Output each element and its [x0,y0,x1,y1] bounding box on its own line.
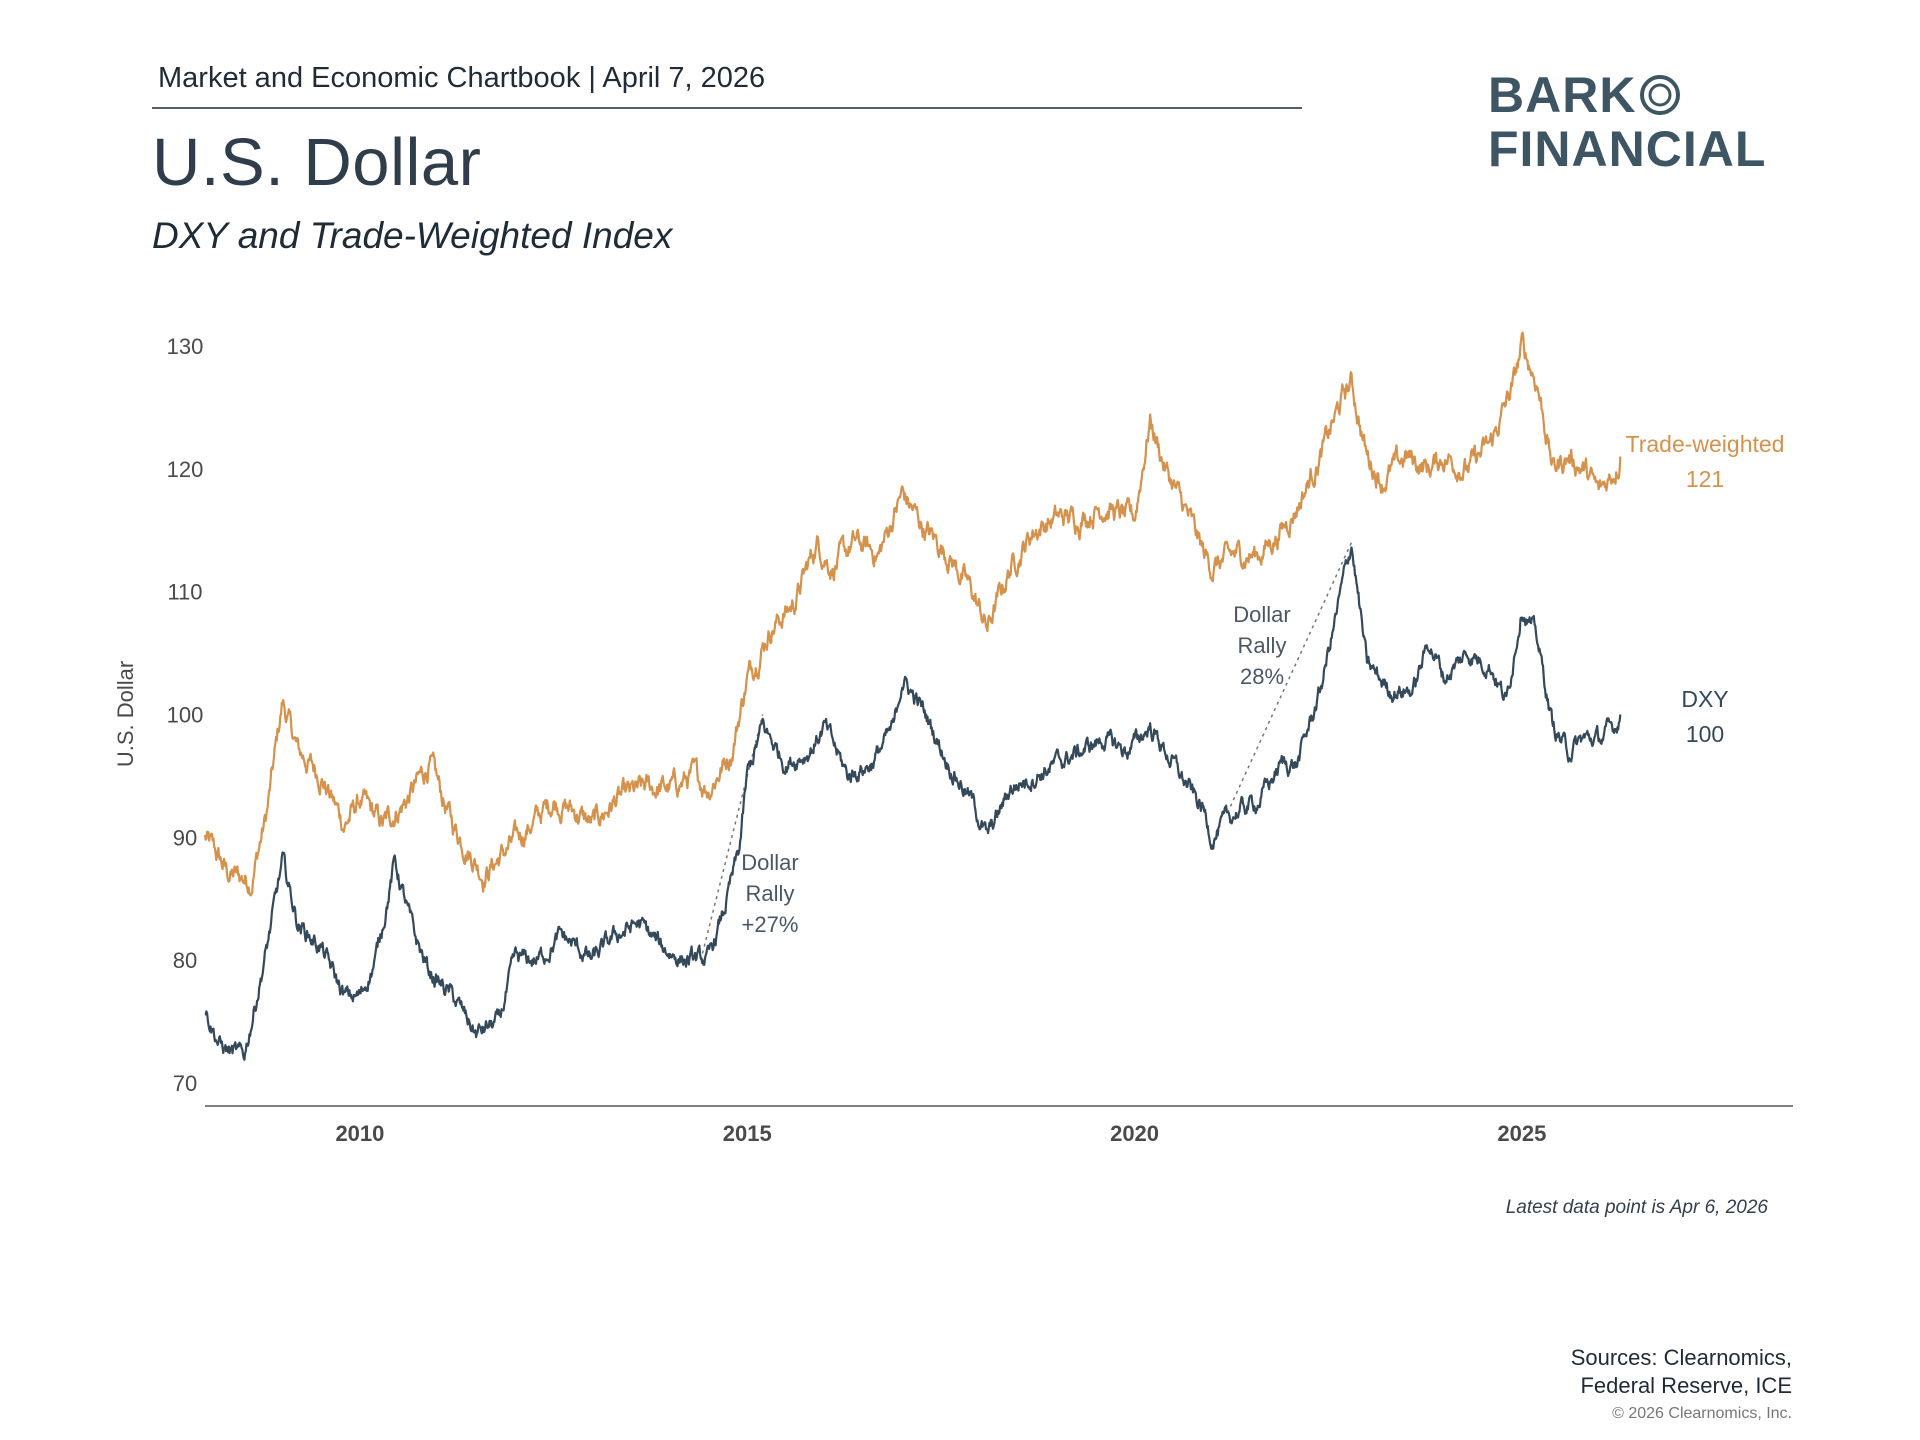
brand-logo: BARK FINANCIAL [1488,70,1766,174]
y-tick-label: 70 [173,1071,197,1096]
series-line-trade-weighted [203,331,1622,897]
page-subtitle: DXY and Trade-Weighted Index [152,215,673,256]
rally-annotation-text: Dollar [741,850,798,875]
rally-annotation-text: Dollar [1233,602,1290,627]
x-tick-label: 2025 [1497,1121,1546,1146]
y-axis-title: U.S. Dollar [113,661,138,767]
y-tick-label: 100 [167,703,204,728]
rally-annotation-text: Rally [746,881,795,906]
logo-text-line2: FINANCIAL [1488,121,1767,177]
latest-data-note: Latest data point is Apr 6, 2026 [1505,1197,1768,1218]
end-label-name: DXY [1681,686,1728,712]
x-tick-label: 2015 [723,1121,772,1146]
y-tick-label: 80 [173,948,197,973]
series-line-dxy [204,546,1622,1061]
chartbook-header: Market and Economic Chartbook | April 7,… [158,62,766,94]
y-tick-label: 90 [173,825,197,850]
end-label-name: Trade-weighted [1626,431,1785,457]
sources-line-2: Federal Reserve, ICE [1580,1373,1792,1398]
y-tick-label: 110 [167,580,202,605]
header-divider [152,107,1302,109]
page-title: U.S. Dollar [152,125,482,200]
logo-text-line1: BARK [1488,67,1637,123]
y-tick-label: 130 [167,334,204,359]
rally-dotted-line [700,714,764,961]
rally-annotation-text: +27% [742,912,799,937]
end-label-value: 121 [1686,466,1724,492]
copyright: © 2026 Clearnomics, Inc. [1612,1405,1792,1422]
sources-line-1: Sources: Clearnomics, [1570,1345,1792,1370]
rally-annotation-text: 28% [1240,664,1284,689]
rally-annotation-text: Rally [1238,633,1287,658]
x-tick-label: 2010 [335,1121,384,1146]
y-tick-label: 120 [167,457,204,482]
rally-dotted-line [1226,542,1353,814]
end-label-value: 100 [1686,721,1724,747]
logo-ring-icon [1640,75,1681,115]
x-tick-label: 2020 [1110,1121,1159,1146]
sources: Sources: Clearnomics, Federal Reserve, I… [1571,1344,1792,1400]
